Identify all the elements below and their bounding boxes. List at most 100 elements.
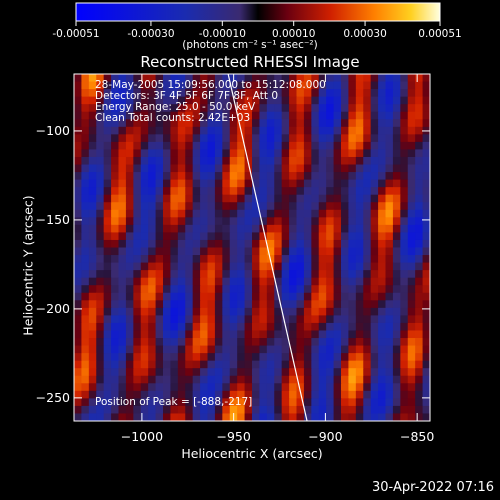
heatmap-cell xyxy=(148,368,157,377)
heatmap-cell xyxy=(333,156,342,166)
heatmap-cell xyxy=(200,164,209,173)
heatmap-cell xyxy=(185,338,194,347)
heatmap-cell xyxy=(148,338,157,347)
heatmap-cell xyxy=(289,187,298,196)
heatmap-cell xyxy=(125,164,134,173)
heatmap-cell xyxy=(311,413,320,421)
heatmap-cell xyxy=(170,156,179,166)
heatmap-cell xyxy=(118,179,127,188)
heatmap-cell xyxy=(296,405,305,415)
heatmap-cell xyxy=(348,141,357,151)
heatmap-cell xyxy=(207,89,216,98)
heatmap-cell xyxy=(103,413,112,421)
heatmap-cell xyxy=(111,232,120,241)
heatmap-cell xyxy=(355,413,364,421)
heatmap-cell xyxy=(259,300,268,309)
heatmap-cell xyxy=(74,292,83,301)
heatmap-cell xyxy=(363,134,372,143)
heatmap-cell xyxy=(88,172,97,181)
heatmap-cell xyxy=(333,81,342,90)
heatmap-cell xyxy=(252,141,261,151)
heatmap-cell xyxy=(281,187,290,196)
heatmap-cell xyxy=(207,217,216,226)
heatmap-cell xyxy=(177,353,186,362)
heatmap-cell xyxy=(311,353,320,362)
heatmap-cell xyxy=(200,187,209,196)
heatmap-cell xyxy=(378,315,387,324)
heatmap-cell xyxy=(385,285,394,294)
heatmap-cell xyxy=(303,81,312,90)
heatmap-cell xyxy=(392,134,401,143)
heatmap-cell xyxy=(252,390,261,399)
heatmap-cell xyxy=(125,194,134,203)
heatmap-cell xyxy=(200,375,209,384)
heatmap-cell xyxy=(415,194,424,203)
heatmap-cell xyxy=(237,413,246,421)
heatmap-cell xyxy=(170,300,179,309)
heatmap-cell xyxy=(222,292,231,301)
heatmap-cell xyxy=(296,164,305,173)
heatmap-cell xyxy=(266,217,275,226)
heatmap-cell xyxy=(281,338,290,347)
heatmap-cell xyxy=(103,194,112,203)
heatmap-cell xyxy=(207,239,216,249)
heatmap-cell xyxy=(415,375,424,384)
heatmap-cell xyxy=(370,74,379,83)
heatmap-cell xyxy=(348,262,357,271)
heatmap-cell xyxy=(274,74,283,83)
heatmap-cell xyxy=(370,104,379,113)
heatmap-cell xyxy=(222,330,231,339)
heatmap-cell xyxy=(385,300,394,309)
heatmap-cell xyxy=(111,187,120,196)
heatmap-cell xyxy=(207,277,216,286)
heatmap-cell xyxy=(355,126,364,135)
heatmap-cell xyxy=(200,338,209,347)
heatmap-cell xyxy=(333,353,342,362)
heatmap-cell xyxy=(422,375,430,384)
heatmap-cell xyxy=(363,179,372,188)
heatmap-cell xyxy=(378,285,387,294)
heatmap-cell xyxy=(348,96,357,105)
heatmap-cell xyxy=(400,322,409,332)
heatmap-cell xyxy=(177,368,186,377)
heatmap-cell xyxy=(385,156,394,166)
heatmap-cell xyxy=(303,390,312,399)
heatmap-cell xyxy=(415,292,424,301)
heatmap-cell xyxy=(170,141,179,151)
heatmap-cell xyxy=(170,322,179,332)
heatmap-cell xyxy=(326,232,335,241)
heatmap-cell xyxy=(311,405,320,415)
heatmap-cell xyxy=(378,292,387,301)
heatmap-cell xyxy=(281,398,290,407)
heatmap-cell xyxy=(341,111,350,120)
heatmap-cell xyxy=(252,262,261,271)
heatmap-cell xyxy=(237,405,246,415)
heatmap-cell xyxy=(96,360,105,369)
heatmap-cell xyxy=(74,307,83,316)
heatmap-cell xyxy=(214,353,223,362)
heatmap-cell xyxy=(385,383,394,392)
heatmap-cell xyxy=(229,405,238,415)
heatmap-cell xyxy=(318,202,327,211)
heatmap-cell xyxy=(214,383,223,392)
heatmap-cell xyxy=(378,187,387,196)
heatmap-cell xyxy=(378,360,387,369)
heatmap-cell xyxy=(266,156,275,166)
heatmap-cell xyxy=(133,322,142,332)
heatmap-cell xyxy=(355,322,364,332)
heatmap-cell xyxy=(370,345,379,354)
heatmap-cell xyxy=(214,368,223,377)
heatmap-cell xyxy=(163,390,172,399)
heatmap-cell xyxy=(140,262,149,271)
heatmap-cell xyxy=(207,360,216,369)
heatmap-cell xyxy=(303,134,312,143)
heatmap-cell xyxy=(111,307,120,316)
heatmap-cell xyxy=(378,194,387,203)
heatmap-cell xyxy=(118,217,127,226)
heatmap-cell xyxy=(252,338,261,347)
heatmap-cell xyxy=(348,300,357,309)
heatmap-cell xyxy=(370,383,379,392)
heatmap-cell xyxy=(155,179,164,188)
heatmap-cell xyxy=(200,156,209,166)
heatmap-cell xyxy=(237,134,246,143)
